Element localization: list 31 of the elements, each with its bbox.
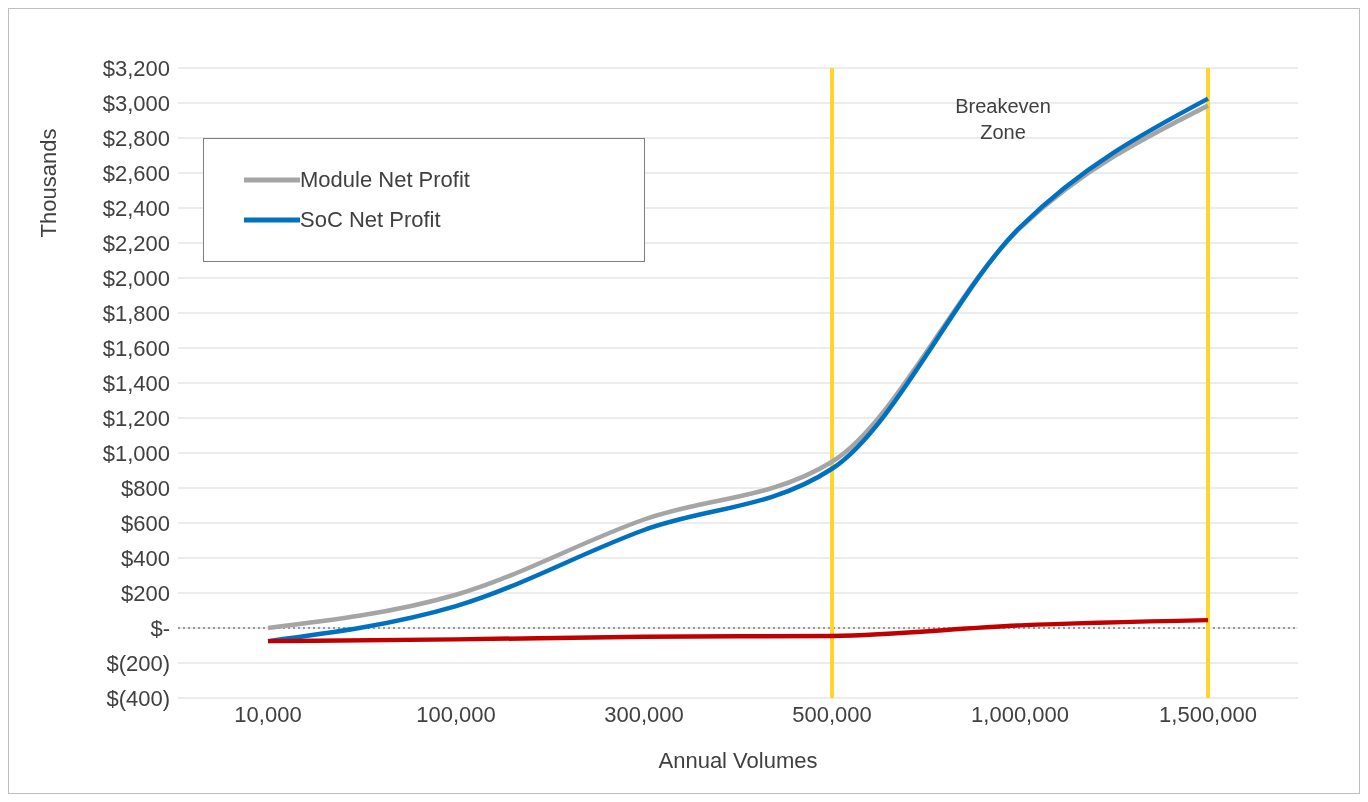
y-axis-title: Thousands (35, 128, 61, 238)
y-tick-label: $600 (121, 510, 170, 536)
y-tick-label: $2,200 (102, 230, 170, 256)
y-tick-label: $2,600 (102, 160, 170, 186)
y-tick-label: $1,600 (102, 335, 170, 361)
legend-label: Module Net Profit (300, 167, 470, 193)
x-tick-label: 1,000,000 (971, 701, 1069, 727)
y-tick-label: $400 (121, 545, 170, 571)
y-tick-label: $1,000 (102, 440, 170, 466)
y-tick-label: $3,000 (102, 90, 170, 116)
y-tick-label: $(200) (106, 650, 170, 676)
x-tick-label: 100,000 (416, 701, 496, 727)
y-tick-label: $2,400 (102, 195, 170, 221)
y-tick-label: $3,200 (102, 55, 170, 81)
y-tick-label: $2,000 (102, 265, 170, 291)
x-tick-label: 500,000 (792, 701, 872, 727)
y-tick-label: $1,800 (102, 300, 170, 326)
x-tick-label: 1,500,000 (1159, 701, 1257, 727)
y-tick-label: $1,400 (102, 370, 170, 396)
y-tick-label: $800 (121, 475, 170, 501)
x-tick-label: 300,000 (604, 701, 684, 727)
legend-label: SoC Net Profit (300, 207, 441, 233)
y-tick-label: $2,800 (102, 125, 170, 151)
x-tick-label: 10,000 (234, 701, 302, 727)
y-tick-label: $1,200 (102, 405, 170, 431)
line-series (265, 617, 1211, 644)
y-tick-label: $(400) (106, 685, 170, 711)
y-tick-label: $- (150, 615, 170, 641)
x-axis-title: Annual Volumes (658, 748, 818, 773)
annotation: Breakeven Zone (954, 94, 1052, 145)
y-tick-label: $200 (121, 580, 170, 606)
